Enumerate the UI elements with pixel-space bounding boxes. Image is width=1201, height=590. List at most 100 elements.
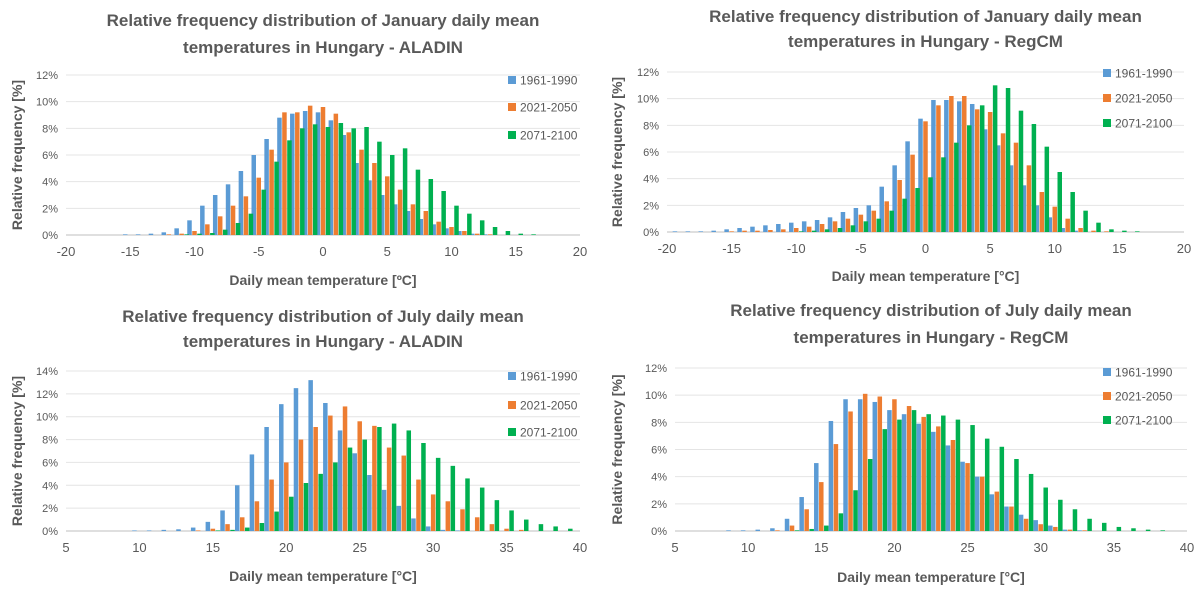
- bar: [401, 455, 407, 531]
- x-tick-label: 20: [1177, 241, 1191, 256]
- x-tick-label: 10: [1048, 241, 1062, 256]
- bar: [284, 462, 289, 531]
- bar: [279, 404, 284, 531]
- bar: [1044, 146, 1050, 232]
- bar: [889, 210, 894, 232]
- bar: [347, 447, 353, 531]
- legend-swatch: [508, 428, 516, 436]
- y-tick-label: 0%: [643, 227, 659, 239]
- bar: [454, 205, 459, 235]
- y-tick-label: 6%: [651, 445, 667, 457]
- bar: [184, 234, 189, 235]
- bar: [362, 439, 367, 531]
- bar: [1062, 529, 1068, 531]
- bar: [936, 426, 941, 531]
- bar: [243, 196, 249, 235]
- bar: [962, 96, 967, 232]
- bar: [1000, 133, 1006, 232]
- x-tick-label: 10: [444, 244, 458, 259]
- chart-title-line: Relative frequency distribution of Janua…: [107, 11, 540, 30]
- bar: [225, 184, 231, 235]
- bar: [474, 233, 480, 235]
- bar: [381, 489, 387, 531]
- bar: [405, 211, 411, 235]
- bar: [911, 410, 917, 531]
- bar: [1048, 525, 1053, 531]
- bar: [230, 205, 236, 235]
- bar: [1023, 518, 1029, 531]
- y-tick-label: 10%: [645, 390, 667, 402]
- bar: [489, 524, 495, 531]
- bar: [287, 140, 292, 235]
- legend-swatch: [1103, 119, 1111, 127]
- bar: [205, 224, 210, 235]
- bar: [282, 112, 287, 235]
- bar: [915, 188, 920, 232]
- bar: [303, 483, 309, 531]
- x-tick-label: 35: [1107, 540, 1121, 555]
- bar: [176, 529, 181, 531]
- bar: [1065, 218, 1070, 232]
- bar: [1060, 228, 1065, 232]
- bar: [492, 227, 498, 235]
- bar: [853, 490, 858, 531]
- bar: [698, 231, 704, 232]
- bar: [1018, 110, 1024, 232]
- bar: [307, 105, 313, 235]
- bar: [274, 511, 279, 531]
- y-tick-label: 8%: [42, 435, 58, 447]
- legend-swatch: [1103, 368, 1111, 376]
- bar: [290, 113, 295, 235]
- bar: [742, 230, 747, 232]
- bar: [259, 523, 265, 531]
- bar: [328, 415, 333, 531]
- bar: [462, 231, 467, 235]
- bar: [897, 180, 902, 232]
- bar: [1096, 222, 1101, 232]
- y-tick-label: 2%: [42, 503, 58, 515]
- bar: [832, 221, 838, 232]
- bar: [1058, 499, 1063, 531]
- bar: [406, 430, 412, 531]
- bar: [969, 104, 975, 232]
- bar: [923, 121, 928, 232]
- x-tick-label: -20: [57, 244, 76, 259]
- y-tick-label: 12%: [637, 67, 659, 79]
- x-tick-label: 15: [814, 540, 828, 555]
- bar: [264, 139, 269, 235]
- bar: [724, 229, 729, 232]
- bar: [781, 229, 786, 232]
- y-axis-label: Relative frequency [%]: [609, 77, 625, 227]
- bar: [333, 113, 339, 235]
- bar: [1018, 514, 1024, 531]
- bar: [945, 445, 951, 531]
- bar: [289, 496, 294, 531]
- bar: [1116, 526, 1122, 531]
- legend-swatch: [508, 401, 516, 409]
- bar: [234, 485, 240, 531]
- y-axis-label: Relative frequency [%]: [9, 80, 25, 230]
- bar: [210, 528, 216, 531]
- bar: [992, 85, 998, 232]
- bar: [1082, 530, 1087, 531]
- bar: [1004, 506, 1009, 531]
- bar: [187, 220, 192, 235]
- bar: [418, 219, 424, 235]
- bar: [325, 127, 331, 235]
- legend-label: 2021-2050: [520, 101, 578, 115]
- legend-swatch: [1103, 69, 1111, 77]
- bar: [857, 399, 863, 531]
- bar: [999, 446, 1005, 531]
- bar: [372, 163, 377, 235]
- bar: [487, 234, 493, 235]
- bar: [806, 226, 812, 232]
- bar: [192, 231, 197, 235]
- x-axis-label: Daily mean temperature [°C]: [229, 568, 417, 584]
- bar: [449, 227, 454, 235]
- bar: [341, 135, 346, 235]
- bar: [197, 233, 202, 235]
- bar: [392, 204, 398, 235]
- bar: [217, 216, 223, 235]
- chart-july-regcm: Relative frequency distribution of July …: [609, 301, 1194, 585]
- bar: [269, 479, 274, 531]
